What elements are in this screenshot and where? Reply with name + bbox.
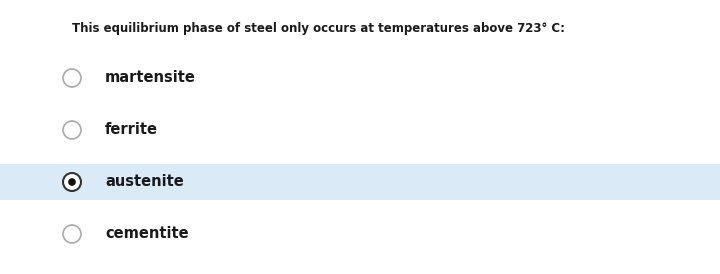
Text: martensite: martensite [105, 70, 196, 85]
Ellipse shape [63, 173, 81, 191]
Text: cementite: cementite [105, 227, 189, 241]
Ellipse shape [63, 225, 81, 243]
Ellipse shape [68, 178, 76, 186]
Ellipse shape [63, 121, 81, 139]
Text: ferrite: ferrite [105, 122, 158, 138]
Ellipse shape [63, 69, 81, 87]
Text: This equilibrium phase of steel only occurs at temperatures above 723° C:: This equilibrium phase of steel only occ… [72, 22, 565, 35]
Text: austenite: austenite [105, 175, 184, 190]
Bar [0, 164, 720, 200]
